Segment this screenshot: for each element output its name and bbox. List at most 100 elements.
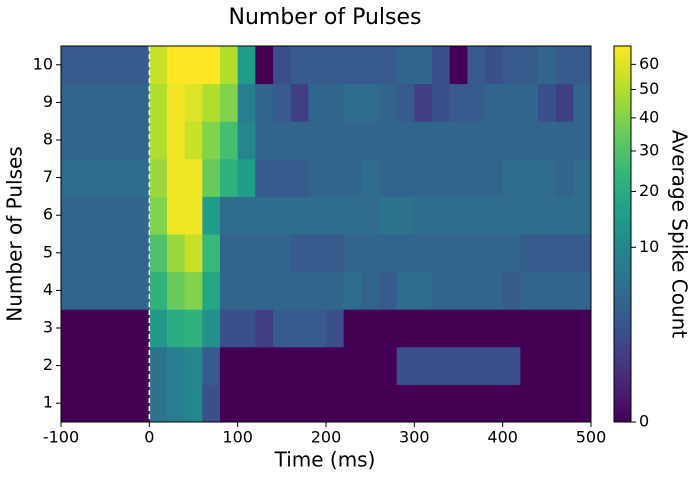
heatmap-cell	[467, 46, 486, 85]
heatmap-cell	[167, 158, 186, 197]
heatmap-cell	[255, 46, 274, 85]
colorbar-gradient	[614, 196, 631, 201]
heatmap-cell	[361, 196, 380, 235]
colorbar-gradient	[614, 61, 631, 66]
heatmap-cell	[149, 158, 168, 197]
heatmap-cell	[167, 46, 186, 85]
heatmap-cell	[432, 46, 451, 85]
heatmap-cell	[361, 46, 380, 85]
heatmap-cell	[308, 234, 327, 273]
colorbar-gradient	[614, 193, 631, 197]
heatmap-cell	[255, 158, 274, 197]
heatmap-cell	[273, 271, 292, 310]
colorbar-gradient	[614, 340, 631, 345]
heatmap-cell	[467, 121, 486, 160]
x-tick-label: 100	[222, 428, 253, 447]
heatmap-cell	[78, 196, 97, 235]
heatmap-cell	[379, 271, 398, 310]
colorbar-gradient	[614, 96, 631, 100]
colorbar-gradient	[614, 161, 631, 166]
colorbar-gradient	[614, 249, 631, 254]
heatmap-cell	[220, 121, 239, 160]
colorbar-gradient	[614, 262, 631, 266]
heatmap-cell	[379, 46, 398, 85]
heatmap-cell	[573, 158, 592, 197]
heatmap-cell	[184, 46, 203, 85]
heatmap-cell	[361, 158, 380, 197]
heatmap-cell	[237, 46, 256, 85]
heatmap-cell	[449, 121, 468, 160]
heatmap-cell	[290, 158, 309, 197]
y-tick-label: 9	[43, 92, 53, 111]
heatmap-cell	[396, 46, 415, 85]
heatmap-cell	[502, 234, 521, 273]
colorbar-gradient	[614, 158, 631, 163]
heatmap-cell	[485, 158, 504, 197]
heatmap-cell	[396, 384, 415, 423]
heatmap-cell	[573, 234, 592, 273]
heatmap-cell	[449, 309, 468, 348]
heatmap-cell	[255, 271, 274, 310]
heatmap-cell	[520, 121, 539, 160]
heatmap-cell	[167, 234, 186, 273]
heatmap-cell	[96, 196, 115, 235]
heatmap-cell	[449, 346, 468, 385]
heatmap-cell	[432, 196, 451, 235]
heatmap-cell	[502, 346, 521, 385]
heatmap-cell	[308, 46, 327, 85]
colorbar-tick-label: 20	[639, 181, 659, 200]
heatmap-cell	[326, 121, 345, 160]
colorbar-gradient	[614, 52, 631, 56]
y-axis-label: Number of Pulses	[3, 146, 27, 321]
colorbar-gradient	[614, 400, 631, 404]
colorbar-gradient	[614, 155, 631, 160]
heatmap-cell	[520, 158, 539, 197]
heatmap-cell	[237, 271, 256, 310]
colorbar-gradient	[614, 215, 631, 219]
heatmap-cell	[361, 309, 380, 348]
colorbar-gradient	[614, 299, 631, 304]
y-tick-label: 8	[43, 130, 53, 149]
heatmap-cell	[343, 271, 362, 310]
heatmap-cell	[273, 46, 292, 85]
colorbar-gradient	[614, 312, 631, 316]
colorbar-gradient	[614, 168, 631, 172]
colorbar-gradient	[614, 384, 631, 389]
colorbar-gradient	[614, 337, 631, 342]
colorbar-gradient	[614, 290, 631, 295]
heatmap-cell	[308, 384, 327, 423]
heatmap-cell	[167, 271, 186, 310]
heatmap-cell	[343, 46, 362, 85]
heatmap-cell	[520, 309, 539, 348]
heatmap-cell	[167, 309, 186, 348]
heatmap-cell	[61, 384, 80, 423]
heatmap-cell	[96, 384, 115, 423]
heatmap-cell	[343, 346, 362, 385]
heatmap-cell	[379, 346, 398, 385]
heatmap-cell	[255, 234, 274, 273]
colorbar-gradient	[614, 368, 631, 373]
heatmap-cell	[184, 346, 203, 385]
heatmap-cell	[555, 83, 574, 122]
colorbar-gradient	[614, 208, 631, 213]
heatmap-cell	[131, 121, 150, 160]
heatmap-cell	[290, 309, 309, 348]
colorbar-gradient	[614, 362, 631, 367]
colorbar-gradient	[614, 353, 631, 357]
colorbar-gradient	[614, 71, 631, 75]
heatmap-cell	[167, 384, 186, 423]
heatmap-cell	[273, 121, 292, 160]
heatmap-cell	[502, 46, 521, 85]
heatmap-cell	[255, 384, 274, 423]
colorbar-gradient	[614, 183, 631, 188]
heatmap-cell	[149, 234, 168, 273]
heatmap-cell	[467, 271, 486, 310]
heatmap-cell	[78, 121, 97, 160]
colorbar-gradient	[614, 378, 631, 382]
heatmap-cell	[449, 46, 468, 85]
heatmap-cell	[361, 121, 380, 160]
heatmap-cell	[202, 83, 221, 122]
heatmap-cell	[131, 234, 150, 273]
heatmap-cell	[96, 46, 115, 85]
y-tick-label: 4	[43, 280, 53, 299]
